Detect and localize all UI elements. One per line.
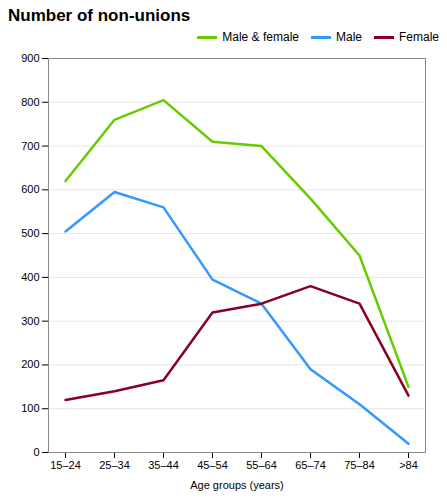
svg-text:0: 0 xyxy=(33,446,39,458)
html-text:Number of non-unions: Number of non-unions xyxy=(8,6,191,25)
svg-text:400: 400 xyxy=(21,271,39,283)
svg-text:35–44: 35–44 xyxy=(148,459,179,471)
svg-text:>84: >84 xyxy=(399,459,418,471)
svg-text:500: 500 xyxy=(21,227,39,239)
html-text:Male & female: Male & female xyxy=(222,30,299,44)
svg-text:200: 200 xyxy=(21,358,39,370)
svg-text:700: 700 xyxy=(21,140,39,152)
html-text:Female: Female xyxy=(399,30,439,44)
svg-text:900: 900 xyxy=(21,52,39,64)
svg-text:25–34: 25–34 xyxy=(99,459,130,471)
html-text:Male: Male xyxy=(336,30,362,44)
svg-text:300: 300 xyxy=(21,315,39,327)
svg-text:100: 100 xyxy=(21,402,39,414)
svg-text:45–54: 45–54 xyxy=(197,459,228,471)
svg-text:800: 800 xyxy=(21,96,39,108)
svg-text:15–24: 15–24 xyxy=(50,459,81,471)
svg-text:600: 600 xyxy=(21,183,39,195)
svg-text:65–74: 65–74 xyxy=(295,459,326,471)
svg-text:55–64: 55–64 xyxy=(246,459,277,471)
svg-text:Age groups (years): Age groups (years) xyxy=(190,479,284,491)
svg-text:75–84: 75–84 xyxy=(344,459,375,471)
